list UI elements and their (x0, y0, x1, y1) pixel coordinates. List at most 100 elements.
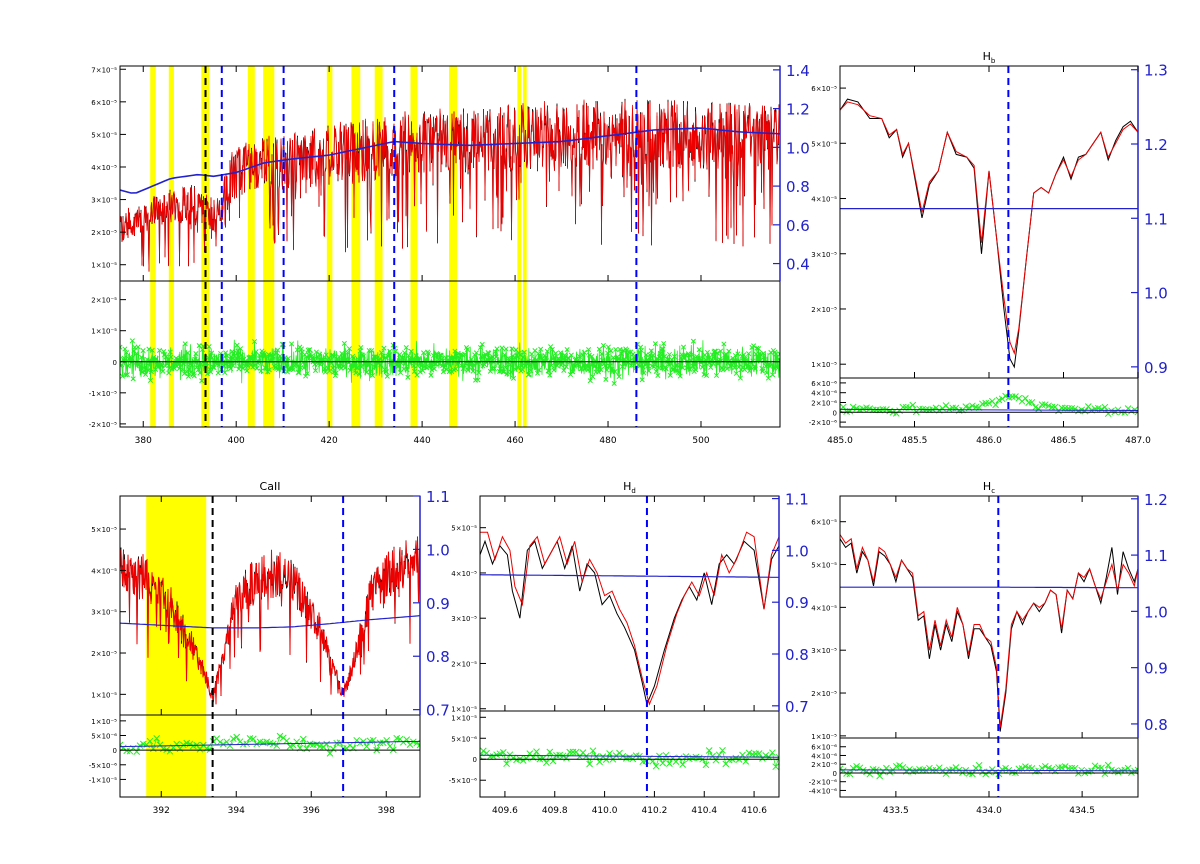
x-tick-label: 485.0 (827, 436, 853, 446)
panel-full: 380 400 420 440 460 480 500 1×10⁻⁵ 2×10⁻⁵ 3×10⁻⁵ 4… (89, 62, 810, 446)
y2-tick-label: 1.0 (1144, 603, 1168, 621)
spectrum-area (120, 536, 420, 705)
residual-tick-label: -5×10⁻⁶ (89, 762, 117, 770)
y2-tick-label: 0.8 (786, 178, 810, 196)
panel-hd: 409.6 409.8 410.0 410.2 410.4 410.6 1×10⁻⁵ 2×10… (449, 480, 809, 816)
panel-hb: 485.0 485.5 486.0 486.5 487.0 1×10⁻⁵ 2×10⁻⁵ 3×1… (809, 50, 1168, 446)
y2-tick-label: 1.2 (1144, 491, 1168, 509)
y2-tick-label: 0.4 (786, 256, 810, 274)
model-spectrum (840, 101, 1138, 356)
y-tick-label: 3×10⁻⁵ (91, 609, 117, 617)
observed-spectrum (840, 538, 1138, 732)
spectrum-area (840, 98, 1138, 369)
residual-tick-label: 0 (113, 747, 117, 755)
y-tick-label: 4×10⁻⁵ (811, 196, 837, 204)
highlight-band (168, 66, 174, 427)
y2-tick-label: 0.8 (1144, 716, 1168, 734)
y-tick-label: 4×10⁻⁵ (91, 567, 117, 575)
residual-markers (120, 732, 420, 757)
x-tick-label: 486.0 (976, 436, 1002, 446)
y2-tick-label: 1.3 (1144, 62, 1168, 80)
residual-tick-label: -1×10⁻⁵ (89, 776, 117, 784)
highlight-band (517, 66, 522, 427)
residual-tick-label: 0 (473, 756, 477, 764)
y-tick-label: 4×10⁻⁵ (91, 164, 117, 172)
x-tick-label: 396 (303, 806, 320, 816)
y-tick-label: 6×10⁻⁵ (811, 519, 837, 527)
residual-tick-label: 0 (833, 770, 837, 778)
y2-tick-label: 0.9 (426, 595, 450, 613)
x-tick-label: 410.2 (642, 806, 668, 816)
observed-spectrum (120, 98, 780, 272)
model-spectrum (120, 537, 420, 705)
residual-tick-label: 6×10⁻⁶ (811, 380, 837, 388)
y2-tick-label: 0.7 (426, 702, 450, 720)
residual-trend-line (120, 740, 420, 748)
residual-trend-line (840, 408, 1138, 412)
panel-title: Hb (983, 50, 996, 65)
y2-tick-label: 1.2 (1144, 136, 1168, 154)
x-tick-label: 409.8 (542, 806, 568, 816)
y-tick-label: 3×10⁻⁵ (811, 647, 837, 655)
x-tick-label: 433.5 (883, 806, 909, 816)
y2-tick-label: 0.7 (785, 698, 809, 716)
x-tick-label: 398 (378, 806, 395, 816)
panel-frame (479, 495, 780, 798)
panel-title: Hc (983, 480, 995, 495)
y-tick-label: 2×10⁻⁵ (811, 690, 837, 698)
panel-caii: 392 394 396 398 1×10⁻⁵ 2×10⁻⁵ 3×10⁻⁵ 4×10⁻⁵ 5×10… (89, 480, 450, 816)
residual-tick-label: 2×10⁻⁶ (811, 400, 837, 408)
panel-frame (839, 495, 1139, 798)
x-tick-label: 434.0 (976, 806, 1002, 816)
observed-spectrum (480, 539, 779, 706)
x-tick-label: 420 (321, 436, 338, 446)
y-tick-label: 5×10⁻⁵ (811, 140, 837, 148)
residual-tick-label: -5×10⁻⁶ (449, 777, 477, 785)
y-tick-label: 7×10⁻⁵ (91, 66, 117, 74)
model-spectrum (480, 531, 779, 706)
residual-tick-label: 1×10⁻⁵ (91, 718, 117, 726)
residual-trend-line (480, 754, 779, 758)
y-tick-label: 3×10⁻⁵ (451, 615, 477, 623)
residual-area (840, 392, 1138, 418)
x-tick-label: 487.0 (1125, 436, 1151, 446)
y2-tick-label: 1.4 (786, 62, 810, 80)
y2-tick-label: 1.0 (1144, 285, 1168, 303)
residual-tick-label: 4×10⁻⁶ (811, 390, 837, 398)
y2-tick-label: 0.8 (426, 648, 450, 666)
y-tick-label: 1×10⁻⁵ (451, 706, 477, 714)
x-tick-label: 410.4 (691, 806, 717, 816)
y2-tick-label: 0.9 (785, 594, 809, 612)
y-tick-label: 1×10⁻⁵ (91, 262, 117, 270)
residual-markers (840, 761, 1138, 780)
residual-trend-line (840, 769, 1138, 772)
y-tick-label: 2×10⁻⁵ (91, 650, 117, 658)
highlight-band (263, 66, 275, 427)
spectrum-area (840, 534, 1138, 732)
y2-tick-label: 0.9 (1144, 359, 1168, 377)
residual-markers (120, 338, 780, 387)
model-spectrum (840, 534, 1138, 728)
highlight-band (410, 66, 418, 427)
highlight-band (449, 66, 457, 427)
y-tick-label: 5×10⁻⁵ (811, 562, 837, 570)
x-tick-label: 410.6 (741, 806, 767, 816)
x-tick-label: 460 (506, 436, 523, 446)
y-tick-label: 2×10⁻⁵ (811, 306, 837, 314)
x-tick-label: 400 (228, 436, 245, 446)
residual-markers (840, 392, 1138, 418)
residual-tick-label: 6×10⁻⁶ (811, 744, 837, 752)
highlight-band (326, 66, 333, 427)
continuum-curve (840, 586, 1138, 589)
continuum-curve (480, 574, 779, 578)
continuum-curve (120, 615, 420, 629)
x-tick-label: 486.5 (1051, 436, 1077, 446)
x-tick-label: 392 (153, 806, 170, 816)
highlight-band (247, 66, 255, 427)
residual-tick-label: -2×10⁻⁵ (89, 421, 117, 429)
panel-title: Hd (623, 480, 636, 495)
residual-tick-label: -2×10⁻⁶ (809, 779, 837, 787)
x-tick-label: 380 (135, 436, 152, 446)
y2-tick-label: 1.0 (426, 541, 450, 559)
residual-tick-label: 5×10⁻⁶ (91, 733, 117, 741)
